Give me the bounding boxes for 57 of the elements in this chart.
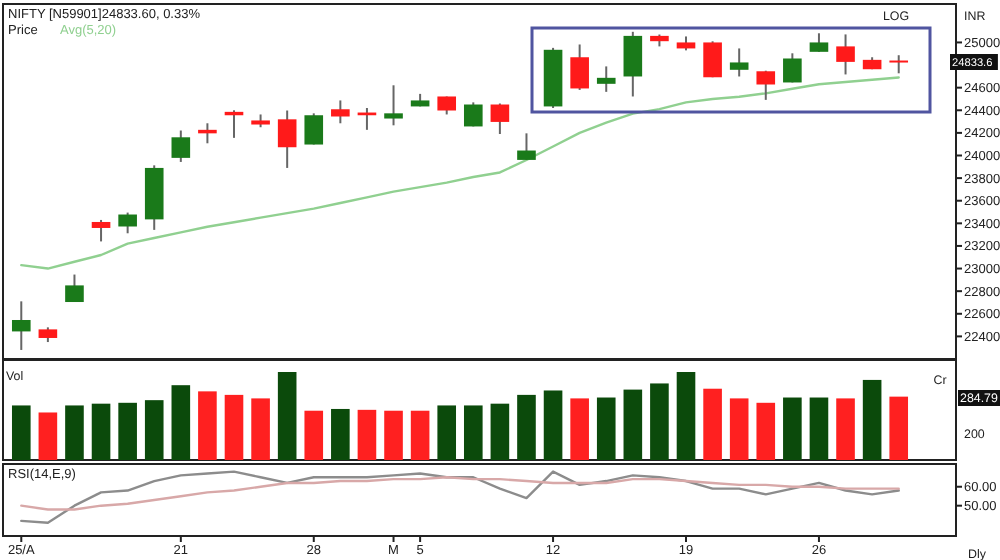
bar <box>357 409 377 460</box>
bar <box>144 400 164 460</box>
bar <box>517 394 536 460</box>
candlestick <box>304 112 324 146</box>
bar <box>198 391 217 460</box>
bar <box>171 385 191 460</box>
candlestick <box>703 40 722 79</box>
bar <box>543 390 563 460</box>
candlestick <box>756 69 776 101</box>
bar <box>490 403 510 460</box>
bar <box>703 388 722 460</box>
candlestick <box>11 300 31 351</box>
line-series <box>20 76 900 270</box>
bar <box>862 379 882 460</box>
candlestick <box>277 109 297 169</box>
candlestick <box>65 273 84 304</box>
bar <box>623 389 643 460</box>
bar <box>437 405 457 460</box>
candlestick <box>836 33 855 76</box>
bar <box>676 372 696 460</box>
bar <box>38 412 58 460</box>
bar <box>889 396 909 460</box>
candlestick <box>783 52 802 84</box>
bar <box>118 402 137 460</box>
candlestick <box>889 54 909 75</box>
bar <box>277 372 297 460</box>
candlestick <box>463 101 483 128</box>
candlestick <box>729 47 749 78</box>
bar <box>463 405 483 460</box>
candlestick <box>384 84 403 127</box>
candlestick <box>570 43 589 91</box>
bar <box>756 402 776 460</box>
bar <box>809 397 829 460</box>
bar <box>596 397 616 460</box>
candlestick <box>490 102 510 136</box>
bar <box>650 383 669 460</box>
candlestick <box>118 211 137 235</box>
candlestick <box>517 132 536 161</box>
bar <box>384 410 403 460</box>
bar <box>251 398 270 460</box>
candlestick <box>91 218 111 243</box>
bar <box>836 398 855 460</box>
candlestick <box>809 32 829 53</box>
bar <box>224 394 244 460</box>
bar <box>410 410 430 460</box>
candlestick <box>623 30 643 98</box>
bar <box>729 398 749 460</box>
bar <box>783 397 802 460</box>
bar <box>65 405 84 460</box>
bar <box>570 398 589 460</box>
candlestick <box>171 129 191 163</box>
bar <box>304 410 324 460</box>
candlestick <box>331 99 350 125</box>
bar <box>91 403 111 460</box>
bar <box>11 405 31 460</box>
bar <box>331 408 350 460</box>
candlestick <box>596 65 616 93</box>
